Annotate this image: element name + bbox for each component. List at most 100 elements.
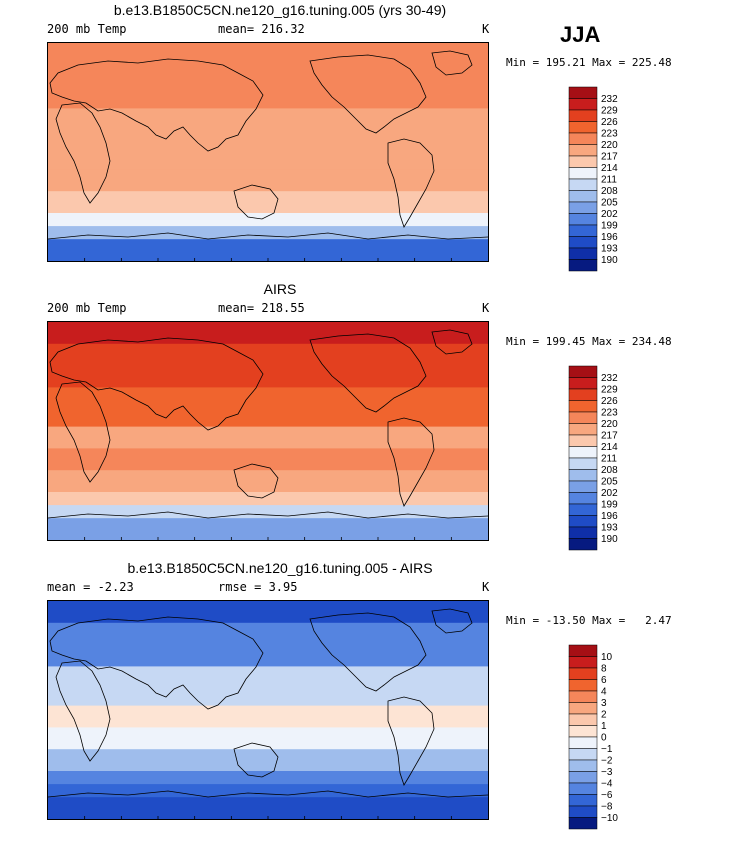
colorbar-level-label: 232 <box>601 94 618 105</box>
colorbar-swatch <box>568 771 598 784</box>
coastline <box>309 333 427 413</box>
colorbar-level-label: −4 <box>601 779 613 790</box>
colorbar-swatch <box>568 480 598 493</box>
colorbar-level-label: 226 <box>601 117 618 128</box>
colorbar-swatch <box>568 817 598 830</box>
colorbar-swatch <box>568 400 598 413</box>
colorbar-level-label: 1 <box>601 721 607 732</box>
coastline <box>387 138 435 228</box>
colorbar-level-label: 4 <box>601 687 607 698</box>
colorbar-swatch <box>568 98 598 111</box>
colorbar-swatch <box>568 702 598 715</box>
colorbar-level-label: 223 <box>601 129 618 140</box>
mean-label: mean= 218.55 <box>218 301 305 315</box>
colorbar-level-label: 205 <box>601 477 618 488</box>
colorbar-swatch <box>568 794 598 807</box>
min-max-label: Min = 199.45 Max = 234.48 <box>506 335 672 348</box>
contour-band-antarctic <box>48 518 488 540</box>
colorbar-swatch <box>568 411 598 424</box>
colorbar-swatch <box>568 167 598 180</box>
colorbar-swatch <box>568 538 598 551</box>
colorbar-swatch <box>568 224 598 237</box>
variable-label: 200 mb Temp <box>47 301 127 315</box>
colorbar-level-label: −3 <box>601 767 613 778</box>
colorbar-swatch <box>568 736 598 749</box>
mean-label: mean= 216.32 <box>218 22 305 36</box>
coastline <box>431 329 473 355</box>
colorbar-swatch <box>568 190 598 203</box>
colorbar-level-label: 211 <box>601 454 617 465</box>
contour-band-subtropics <box>48 387 488 428</box>
colorbar-swatch <box>568 259 598 272</box>
colorbar-swatch <box>568 469 598 482</box>
colorbar-swatch <box>568 201 598 214</box>
colorbar-level-label: 0 <box>601 733 607 744</box>
colorbar-swatch <box>568 144 598 157</box>
contour-band-subtropics <box>48 666 488 707</box>
contour-band-south-high <box>48 784 488 798</box>
colorbar: 232 229 226 223 220 217 214 211 208 205 202 199 196 1… <box>568 365 638 560</box>
contour-band-south-transition <box>48 771 488 785</box>
colorbar-level-label: 202 <box>601 488 618 499</box>
coastline <box>233 463 279 499</box>
map-plot <box>47 321 489 541</box>
coastline <box>48 790 488 798</box>
colorbar-swatch <box>568 377 598 390</box>
contour-band-tropics <box>48 426 488 449</box>
coastline <box>55 381 111 483</box>
colorbar-swatch <box>568 213 598 226</box>
colorbar-level-label: 214 <box>601 442 618 453</box>
contour-band-north-midlat <box>48 64 488 109</box>
colorbar-swatch <box>568 446 598 459</box>
colorbar-swatch <box>568 656 598 669</box>
colorbar-level-label: 211 <box>601 175 617 186</box>
colorbar-swatch <box>568 725 598 738</box>
panel-title: b.e13.B1850C5CN.ne120_g16.tuning.005 (yr… <box>113 2 447 18</box>
colorbar-swatch <box>568 236 598 249</box>
contour-band-south-midlat <box>48 470 488 493</box>
colorbar-swatch <box>568 86 598 99</box>
colorbar-level-label: 226 <box>601 396 618 407</box>
colorbar-level-label: 202 <box>601 209 618 220</box>
colorbar-swatch <box>568 782 598 795</box>
colorbar-swatch <box>568 132 598 145</box>
colorbar-swatch <box>568 423 598 436</box>
panel-obs: AIRS 200 mb Temp mean= 218.55 K Min = 19… <box>0 281 733 563</box>
map-plot <box>47 600 489 820</box>
contour-band-south-subtropics <box>48 727 488 750</box>
units-label: K <box>482 301 490 315</box>
colorbar-swatch <box>568 805 598 818</box>
colorbar-swatch <box>568 109 598 122</box>
colorbar-level-label: 220 <box>601 419 618 430</box>
min-max-label: Min = -13.50 Max = 2.47 <box>506 614 672 627</box>
colorbar-swatch <box>568 365 598 378</box>
colorbar-level-label: 217 <box>601 152 618 163</box>
panel-title: b.e13.B1850C5CN.ne120_g16.tuning.005 - A… <box>127 560 433 576</box>
colorbar-level-label: 2 <box>601 710 607 721</box>
coastline <box>387 417 435 507</box>
variable-label: 200 mb Temp <box>47 22 127 36</box>
colorbar-swatch <box>568 155 598 168</box>
contour-band-north-midlat <box>48 622 488 667</box>
colorbar-swatch <box>568 644 598 657</box>
contour-band-arctic <box>48 43 488 66</box>
colorbar-level-label: 214 <box>601 163 618 174</box>
season-label: JJA <box>560 22 601 47</box>
contour-band-arctic <box>48 601 488 624</box>
coastline <box>49 616 264 710</box>
colorbar-level-label: 10 <box>601 652 613 663</box>
colorbar-level-label: 208 <box>601 465 618 476</box>
colorbar-level-label: 196 <box>601 511 618 522</box>
units-label: K <box>482 580 490 594</box>
contour-band-south-high <box>48 505 488 519</box>
colorbar-level-label: −8 <box>601 802 613 813</box>
colorbar-swatch <box>568 526 598 539</box>
contour-band-arctic <box>48 322 488 345</box>
panel-title: AIRS <box>263 281 297 297</box>
colorbar-level-label: 6 <box>601 675 607 686</box>
coastline <box>431 608 473 634</box>
contour-band-antarctic <box>48 797 488 819</box>
coastline <box>49 58 264 152</box>
colorbar-level-label: −10 <box>601 813 618 824</box>
colorbar-swatch <box>568 690 598 703</box>
